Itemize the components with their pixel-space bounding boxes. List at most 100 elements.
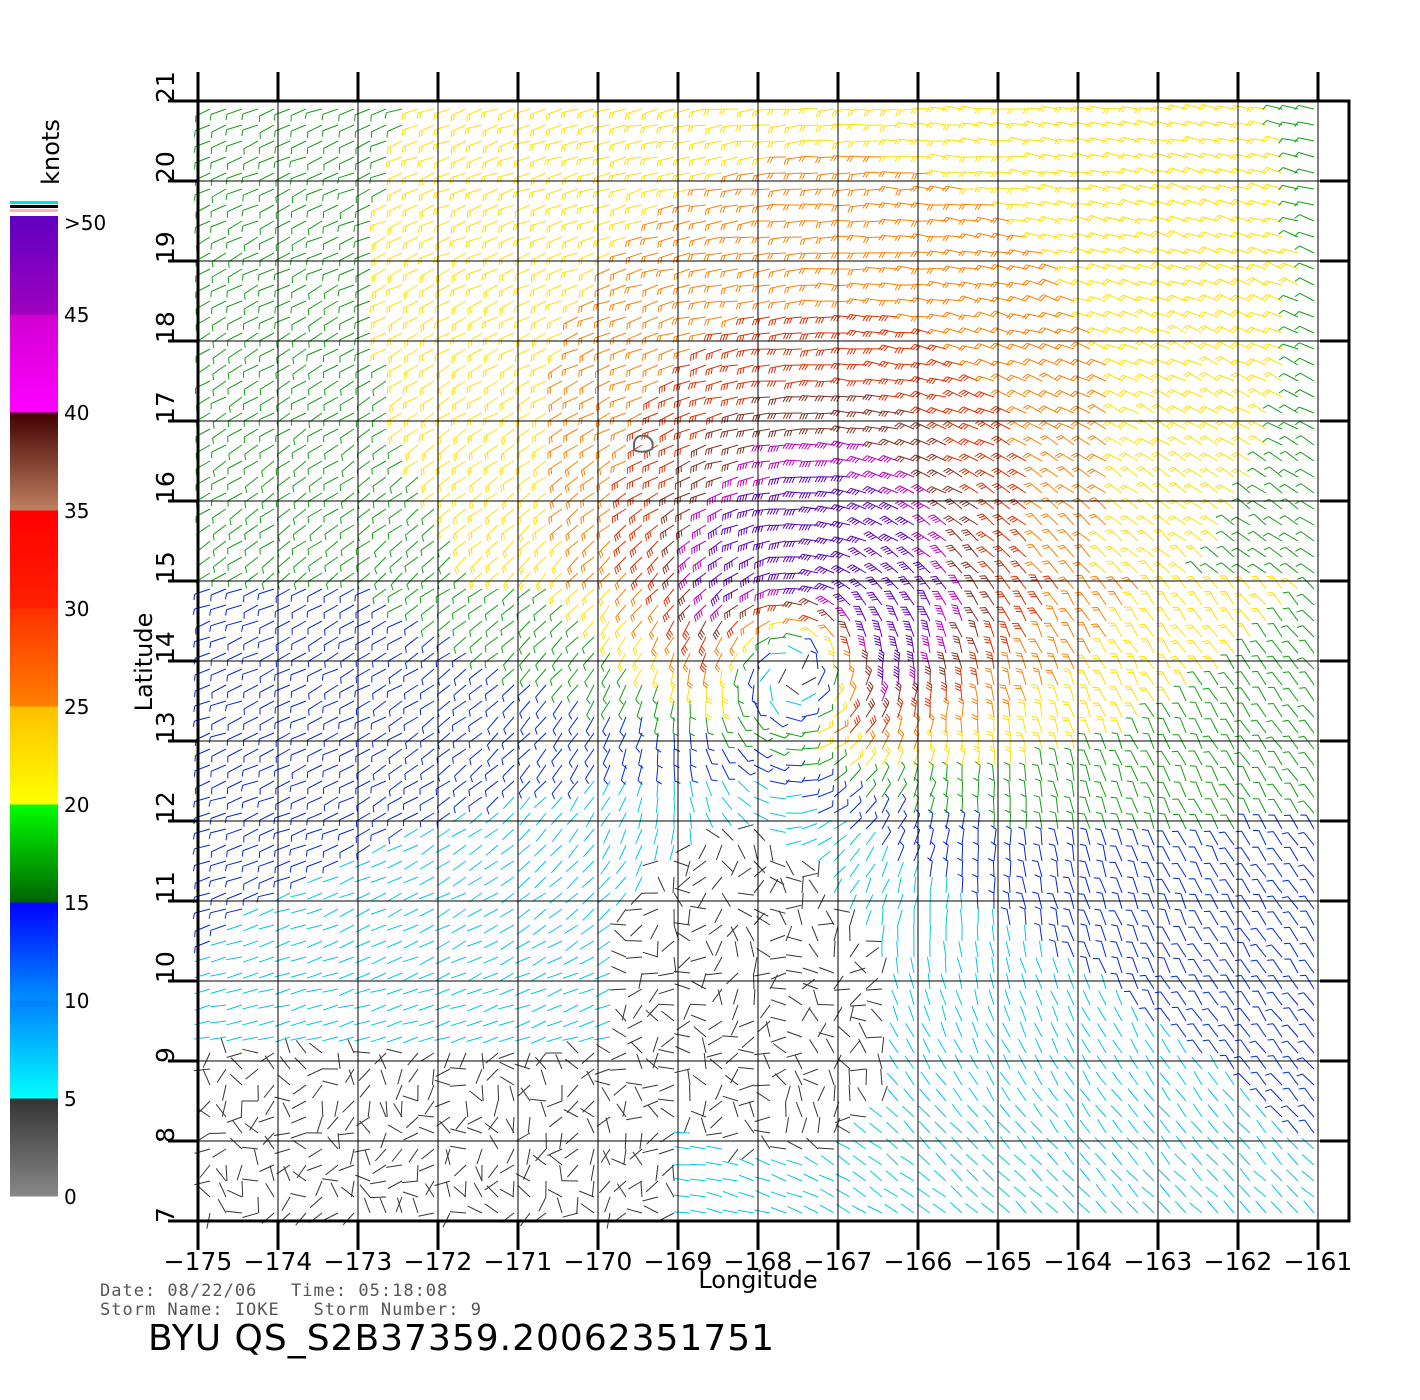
wind-barb xyxy=(886,620,899,638)
wind-barb xyxy=(661,1164,675,1177)
wind-barb xyxy=(646,1004,659,1018)
wind-barb xyxy=(1102,202,1123,209)
wind-barb xyxy=(371,668,387,683)
wind-barb xyxy=(387,220,403,235)
wind-barb xyxy=(1090,575,1107,590)
wind-barb xyxy=(403,716,419,731)
wind-barb xyxy=(403,236,419,251)
wind-barb xyxy=(954,1006,963,1022)
wind-barb xyxy=(1207,1104,1219,1118)
wind-barb xyxy=(291,332,307,348)
wind-barb xyxy=(999,1071,1011,1086)
wind-barb xyxy=(354,332,371,346)
wind-barb xyxy=(419,284,435,299)
wind-barb xyxy=(1112,763,1123,782)
wind-barb xyxy=(1088,513,1107,526)
wind-barb xyxy=(416,1164,419,1182)
wind-barb xyxy=(849,848,861,862)
wind-barb xyxy=(387,652,403,668)
wind-barb xyxy=(1230,264,1251,271)
wind-barb xyxy=(1223,1136,1235,1150)
wind-barb xyxy=(1224,1071,1235,1086)
wind-barb xyxy=(846,564,867,574)
wind-barb xyxy=(894,455,915,463)
wind-barb xyxy=(783,332,803,340)
wind-barb xyxy=(974,941,979,958)
wind-barb xyxy=(1295,435,1315,446)
wind-barb xyxy=(1120,529,1139,542)
wind-barb xyxy=(402,1036,419,1044)
wind-barb xyxy=(673,796,676,814)
wind-barb xyxy=(910,233,931,240)
wind-barb xyxy=(1136,481,1155,494)
wind-barb xyxy=(639,156,659,165)
wind-barb xyxy=(979,575,995,590)
wind-barb xyxy=(339,876,355,885)
wind-barb xyxy=(369,220,387,232)
wind-barb xyxy=(871,1008,883,1022)
wind-barb xyxy=(736,508,755,519)
wind-barb xyxy=(1006,295,1027,302)
wind-barb xyxy=(1278,121,1299,128)
wind-barb xyxy=(1232,498,1251,510)
wind-barb xyxy=(419,940,435,948)
wind-barb xyxy=(659,1212,675,1221)
wind-barb xyxy=(703,252,723,261)
wind-barb xyxy=(990,108,1011,115)
wind-barb xyxy=(997,1186,1011,1198)
wind-barb xyxy=(330,1182,339,1198)
wind-barb xyxy=(1024,925,1027,942)
wind-barb xyxy=(1190,1185,1203,1198)
wind-barb xyxy=(1218,672,1235,686)
wind-barb xyxy=(621,1004,627,1021)
wind-barb xyxy=(193,700,211,712)
wind-barb xyxy=(931,590,947,606)
wind-barb xyxy=(469,844,483,856)
wind-barb xyxy=(1299,766,1315,782)
wind-barb xyxy=(990,310,1011,318)
wind-barb xyxy=(1214,137,1235,144)
wind-barb xyxy=(419,860,435,870)
wind-barb xyxy=(1136,466,1155,478)
wind-barb xyxy=(846,282,867,289)
wind-barb xyxy=(1061,701,1075,718)
wind-barb xyxy=(433,172,451,185)
wind-barb xyxy=(958,422,979,430)
wind-barb xyxy=(374,1052,387,1065)
wind-barb xyxy=(1061,1169,1075,1182)
wind-barb xyxy=(658,476,675,490)
wind-barb xyxy=(209,604,227,616)
wind-barb xyxy=(500,860,515,870)
wind-barb xyxy=(1094,908,1107,926)
wind-barb xyxy=(356,444,371,461)
wind-barb xyxy=(344,1116,355,1131)
wind-barb xyxy=(1264,562,1283,574)
wind-barb xyxy=(968,651,979,670)
wind-barb xyxy=(483,252,499,267)
wind-barb xyxy=(672,284,691,295)
wind-barb xyxy=(561,204,579,216)
wind-barb xyxy=(577,124,595,136)
wind-barb xyxy=(1279,546,1299,558)
wind-barb xyxy=(1051,1038,1059,1054)
wind-barb xyxy=(274,956,291,962)
wind-barb xyxy=(225,876,243,888)
wind-barb xyxy=(1171,830,1187,846)
wind-barb xyxy=(894,202,915,209)
wind-barb xyxy=(589,1148,595,1165)
wind-barb xyxy=(968,1087,979,1102)
wind-barb xyxy=(783,188,803,196)
wind-barb xyxy=(766,156,787,163)
wind-barb xyxy=(659,428,675,443)
wind-barb xyxy=(431,1068,435,1085)
wind-barb xyxy=(354,988,371,995)
wind-barb xyxy=(1166,199,1187,206)
wind-barb xyxy=(814,553,835,561)
wind-barb xyxy=(468,540,483,557)
wind-barb xyxy=(924,989,931,1006)
wind-barb xyxy=(546,1004,563,1012)
wind-barb xyxy=(453,668,467,686)
wind-barb xyxy=(563,956,579,965)
wind-barb xyxy=(753,780,769,790)
wind-barb xyxy=(241,620,259,632)
